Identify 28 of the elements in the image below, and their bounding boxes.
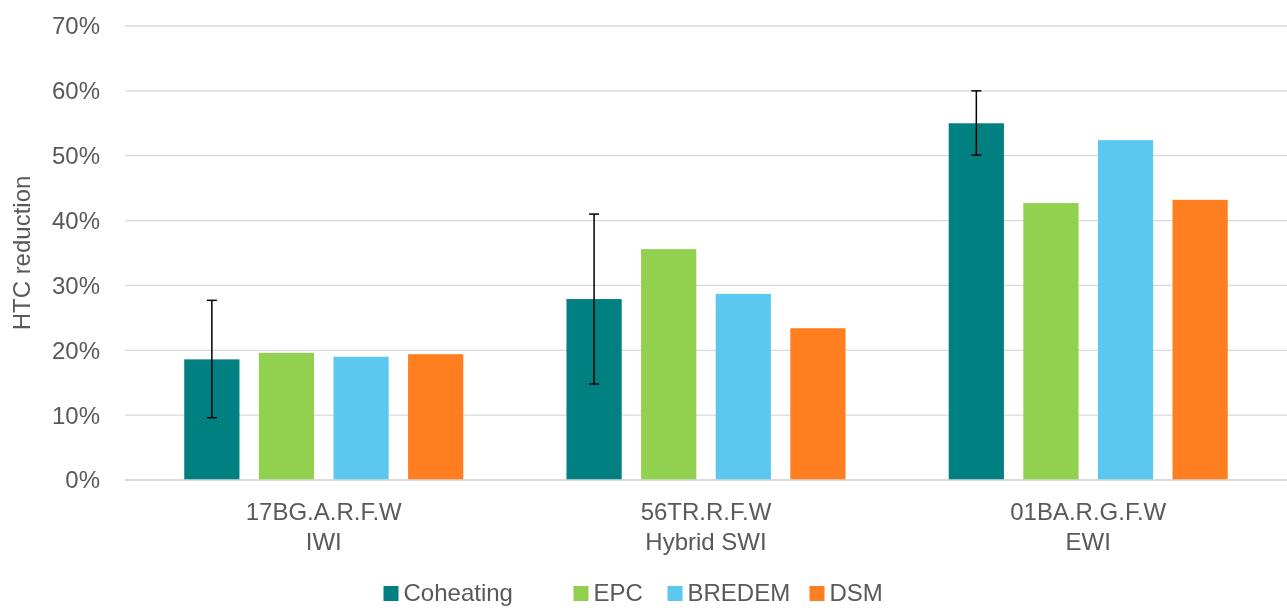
- bar: [790, 328, 846, 480]
- bar: [1023, 203, 1079, 480]
- bar: [641, 249, 697, 480]
- x-tick-label: 01BA.R.G.F.W EWI: [1010, 498, 1167, 555]
- y-tick-label: 10%: [51, 401, 100, 429]
- bar: [715, 293, 771, 480]
- legend-label: BREDEM: [687, 579, 791, 606]
- y-tick-label: 20%: [51, 336, 100, 364]
- y-axis-title: HTC reduction: [8, 175, 35, 331]
- bar: [333, 356, 389, 480]
- bar: [948, 123, 1004, 480]
- legend-label: EPC: [593, 579, 643, 606]
- legend-label: DSM: [829, 579, 883, 606]
- y-tick-label: 40%: [51, 206, 100, 234]
- bar: [408, 354, 464, 480]
- bar: [1172, 199, 1228, 480]
- y-tick-label: 70%: [51, 12, 100, 40]
- y-tick-label: 30%: [51, 271, 100, 299]
- bar: [184, 359, 240, 480]
- bar: [1097, 140, 1154, 480]
- y-tick-label: 0%: [65, 466, 100, 494]
- x-tick-label: 56TR.R.F.W Hybrid SWI: [640, 498, 772, 555]
- x-tick-label: 17BG.A.R.F.W IWI: [245, 498, 403, 555]
- legend-label: Coheating: [403, 579, 513, 606]
- bar: [566, 299, 622, 480]
- y-tick-label: 50%: [51, 142, 100, 170]
- bar: [258, 352, 315, 480]
- y-tick-label: 60%: [51, 77, 100, 105]
